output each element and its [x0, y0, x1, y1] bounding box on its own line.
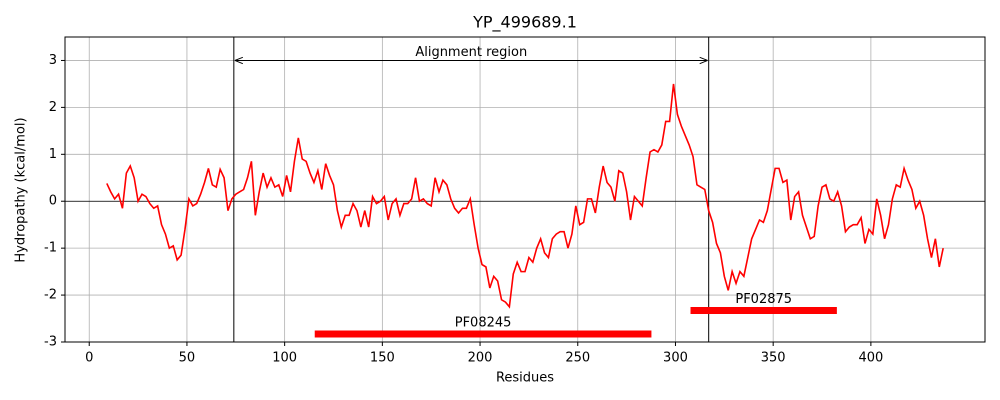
y-tick-label: 2 — [49, 100, 57, 115]
x-tick-label: 150 — [370, 351, 395, 366]
y-tick-label: -1 — [44, 241, 57, 256]
domain-label: PF02875 — [735, 292, 792, 307]
x-tick-label: 400 — [858, 351, 883, 366]
x-tick-label: 50 — [179, 351, 196, 366]
y-tick-label: 0 — [49, 194, 57, 209]
x-tick-label: 200 — [468, 351, 493, 366]
chart-title: YP_499689.1 — [472, 13, 577, 33]
y-tick-label: 1 — [49, 147, 57, 162]
domain-label: PF08245 — [455, 316, 512, 331]
x-tick-label: 300 — [663, 351, 688, 366]
y-tick-label: -2 — [44, 288, 57, 303]
hydropathy-line — [106, 83, 944, 309]
x-tick-label: 100 — [272, 351, 297, 366]
y-axis-label: Hydropathy (kcal/mol) — [14, 117, 29, 262]
annotation: Alignment region — [415, 45, 527, 60]
x-tick-label: 350 — [761, 351, 786, 366]
y-tick-label: -3 — [44, 335, 57, 350]
plot-frame — [64, 36, 986, 343]
y-tick-label: 3 — [49, 53, 57, 68]
x-tick-label: 0 — [85, 351, 93, 366]
x-axis-label: Residues — [496, 371, 554, 386]
x-tick-label: 250 — [565, 351, 590, 366]
